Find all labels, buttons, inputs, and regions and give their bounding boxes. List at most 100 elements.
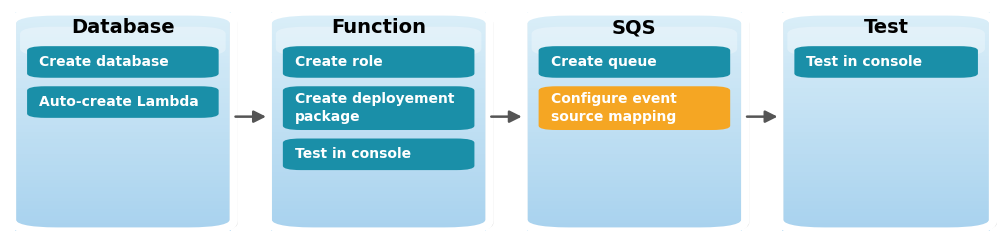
- Bar: [15, 191, 230, 194]
- Bar: [526, 63, 741, 67]
- Bar: [782, 143, 989, 147]
- Bar: [782, 201, 989, 205]
- Bar: [782, 23, 989, 27]
- Bar: [782, 26, 989, 30]
- Bar: [271, 154, 486, 158]
- Bar: [271, 132, 486, 136]
- Bar: [782, 56, 989, 60]
- Bar: [526, 198, 741, 202]
- Text: Create queue: Create queue: [550, 55, 655, 69]
- Bar: [271, 125, 486, 129]
- Bar: [782, 19, 989, 23]
- Bar: [15, 172, 230, 176]
- Bar: [15, 26, 230, 30]
- Bar: [782, 118, 989, 122]
- Bar: [15, 37, 230, 41]
- Bar: [271, 114, 486, 118]
- Bar: [526, 37, 741, 41]
- Bar: [526, 74, 741, 78]
- Bar: [271, 201, 486, 205]
- Bar: [526, 132, 741, 136]
- Bar: [782, 158, 989, 162]
- Bar: [271, 30, 486, 34]
- FancyBboxPatch shape: [278, 14, 493, 233]
- Bar: [782, 194, 989, 198]
- Bar: [15, 209, 230, 213]
- Bar: [271, 74, 486, 78]
- Bar: [526, 191, 741, 194]
- Bar: [15, 67, 230, 70]
- Bar: [15, 176, 230, 180]
- Bar: [15, 125, 230, 129]
- Bar: [782, 209, 989, 213]
- Bar: [782, 110, 989, 114]
- Bar: [782, 81, 989, 85]
- Bar: [271, 180, 486, 183]
- Bar: [15, 34, 230, 38]
- Bar: [782, 129, 989, 132]
- Bar: [526, 45, 741, 49]
- Bar: [15, 161, 230, 165]
- Bar: [15, 187, 230, 191]
- Bar: [271, 48, 486, 52]
- Bar: [271, 107, 486, 111]
- Bar: [782, 114, 989, 118]
- Bar: [15, 56, 230, 60]
- Text: Test: Test: [863, 18, 908, 37]
- Bar: [271, 191, 486, 194]
- Bar: [271, 220, 486, 224]
- Bar: [271, 110, 486, 114]
- Bar: [526, 220, 741, 224]
- Bar: [782, 187, 989, 191]
- Bar: [526, 150, 741, 154]
- Bar: [15, 96, 230, 100]
- Bar: [15, 59, 230, 63]
- Bar: [271, 56, 486, 60]
- Text: SQS: SQS: [611, 18, 656, 37]
- Bar: [271, 165, 486, 169]
- Bar: [526, 59, 741, 63]
- Bar: [782, 85, 989, 89]
- Bar: [271, 147, 486, 151]
- Bar: [15, 103, 230, 107]
- Bar: [15, 194, 230, 198]
- Bar: [782, 205, 989, 209]
- Bar: [15, 143, 230, 147]
- Bar: [526, 212, 741, 216]
- Bar: [271, 99, 486, 103]
- Bar: [526, 172, 741, 176]
- Bar: [15, 78, 230, 81]
- Bar: [782, 198, 989, 202]
- Bar: [782, 161, 989, 165]
- Bar: [782, 183, 989, 187]
- Bar: [526, 187, 741, 191]
- Bar: [271, 121, 486, 125]
- Bar: [271, 187, 486, 191]
- Bar: [782, 96, 989, 100]
- Bar: [15, 52, 230, 56]
- Bar: [15, 150, 230, 154]
- Bar: [526, 110, 741, 114]
- Bar: [526, 67, 741, 70]
- Bar: [526, 81, 741, 85]
- Bar: [526, 12, 741, 16]
- Bar: [526, 201, 741, 205]
- Bar: [271, 209, 486, 213]
- Bar: [782, 220, 989, 224]
- Bar: [15, 107, 230, 111]
- Bar: [271, 172, 486, 176]
- Bar: [526, 165, 741, 169]
- FancyBboxPatch shape: [276, 27, 481, 56]
- FancyBboxPatch shape: [538, 86, 729, 130]
- Bar: [782, 45, 989, 49]
- Bar: [782, 59, 989, 63]
- Bar: [782, 92, 989, 96]
- Bar: [271, 216, 486, 220]
- Bar: [271, 176, 486, 180]
- Bar: [15, 216, 230, 220]
- Bar: [15, 88, 230, 92]
- Bar: [271, 223, 486, 227]
- Bar: [271, 92, 486, 96]
- Bar: [15, 158, 230, 162]
- Bar: [782, 136, 989, 140]
